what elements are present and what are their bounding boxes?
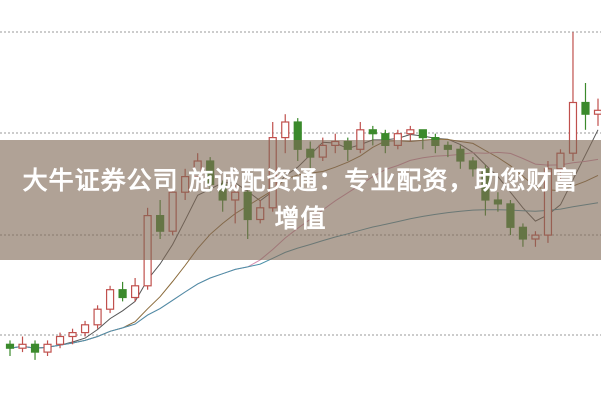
- candle: [80, 320, 90, 337]
- candle: [105, 285, 115, 314]
- candle-body: [93, 308, 102, 326]
- headline-banner: [0, 140, 601, 260]
- candle-body: [55, 335, 65, 345]
- candle-body: [131, 285, 140, 299]
- candle-body: [43, 343, 52, 353]
- candle: [118, 281, 127, 302]
- candle: [18, 336, 27, 353]
- candle-body: [80, 324, 90, 334]
- candle-body: [406, 129, 415, 135]
- candle: [5, 340, 15, 356]
- candle-body: [30, 343, 40, 353]
- headline-line-1: 大牛证券公司 施诚配资通：专业配资，助您财富: [22, 166, 579, 195]
- candle: [406, 125, 415, 142]
- headline-line-2: 增值: [274, 204, 327, 233]
- candle: [593, 98, 601, 126]
- candle-body: [418, 129, 427, 139]
- candle: [55, 332, 65, 349]
- candle-body: [368, 129, 377, 135]
- candle-body: [5, 343, 15, 349]
- candle-body: [593, 109, 601, 115]
- candle-body: [68, 332, 77, 338]
- candle-body: [281, 121, 290, 139]
- candle: [68, 328, 77, 345]
- candle: [30, 340, 40, 360]
- candle-body: [18, 343, 27, 349]
- candle: [43, 340, 52, 356]
- candle-body: [105, 289, 115, 310]
- candle: [131, 278, 140, 302]
- candle: [93, 305, 102, 329]
- headline: 大牛证券公司 施诚配资通：专业配资，助您财富 增值: [0, 162, 601, 238]
- candle: [581, 83, 590, 130]
- candle-body: [118, 289, 127, 299]
- candle-body: [581, 101, 590, 115]
